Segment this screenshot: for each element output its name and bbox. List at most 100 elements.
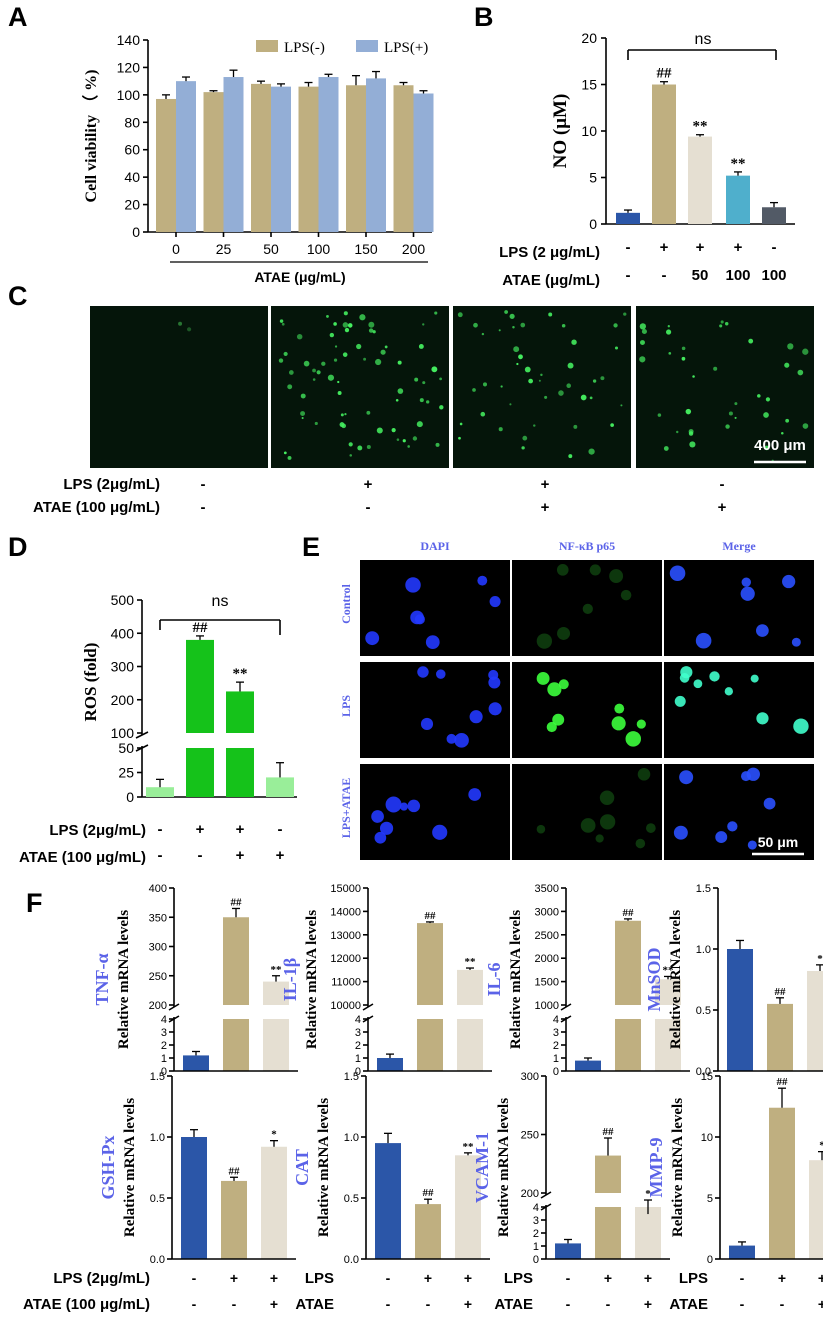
panel-f-lps-sign: +	[464, 1270, 472, 1286]
panel-e-cell	[727, 821, 738, 832]
panel-c-cell	[784, 362, 790, 368]
panel-f-bar-low	[655, 1019, 681, 1071]
panel-c-cell	[281, 322, 285, 326]
panel-c-cell	[689, 441, 696, 448]
panel-f-sig: ##	[423, 1187, 435, 1199]
panel-c-cell	[376, 427, 383, 434]
panel-c-cell	[763, 412, 769, 418]
panel-e-cell	[558, 679, 569, 690]
panel-c-cell	[498, 427, 503, 432]
panel-c-cell	[342, 352, 348, 357]
panel-f-lps-sign: +	[230, 1270, 238, 1286]
panel-c-cell	[296, 333, 303, 340]
panel-c-cell	[459, 422, 463, 426]
panel-e-image	[360, 764, 510, 860]
panel-c-cell	[667, 325, 670, 328]
panel-e-cell	[374, 831, 387, 844]
panel-f-ytick-label: 3500	[535, 883, 559, 895]
panel-f-atae-label: ATAE	[494, 1296, 533, 1313]
panel-f-bar-high	[417, 923, 443, 1005]
panel-f-ytick-label: 0	[161, 1066, 167, 1078]
panel-f-ytick-label: 12000	[330, 953, 361, 965]
panel-b-ytick-label: 20	[581, 30, 597, 46]
panel-f-bar-low	[223, 1019, 249, 1071]
panel-e-image	[664, 560, 814, 656]
panel-f-atae-label: ATAE	[669, 1296, 708, 1313]
panel-f-lps-sign: +	[604, 1270, 612, 1286]
panel-f-lps-sign: +	[818, 1270, 823, 1286]
panel-d-ytick-label: 0	[126, 789, 134, 805]
panel-f-lps-sign: -	[740, 1270, 745, 1286]
panel-d-sig: **	[233, 666, 248, 682]
panel-f-bar-low	[417, 1019, 443, 1071]
panel-c-cell	[334, 345, 338, 348]
panel-f-lps-label: LPS (2μg/mL)	[53, 1270, 150, 1287]
panel-a-bar-lps-pos	[223, 77, 244, 233]
panel-d-bar-low	[226, 748, 254, 797]
panel-c-cell	[419, 398, 424, 403]
panel-f-ytick-label: 1.0	[150, 1132, 165, 1144]
panel-e-cell	[599, 790, 615, 805]
panel-c-cell	[558, 390, 564, 396]
panel-f-bar-high	[655, 979, 681, 1005]
panel-e-cell	[407, 799, 421, 813]
panel-e-cell	[674, 695, 686, 707]
panel-f-ytick-label: 0.0	[344, 1254, 359, 1266]
panel-f-atae-sign: -	[192, 1296, 197, 1312]
panel-f-atae-sign: -	[606, 1296, 611, 1312]
panel-e-cell	[645, 823, 656, 833]
panel-c-cell	[797, 369, 804, 376]
panel-e-cell	[432, 824, 448, 840]
panel-f-sig: ##	[623, 907, 635, 919]
panel-c-cell	[412, 436, 418, 441]
panel-f-bar	[415, 1204, 441, 1259]
panel-c-cell	[685, 408, 692, 415]
panel-b-lps-sign: -	[772, 239, 777, 256]
panel-d-atae-sign: -	[158, 847, 163, 864]
panel-e-cell	[595, 834, 604, 843]
panel-f-atae-sign: +	[270, 1296, 278, 1312]
panel-f-bar	[261, 1146, 287, 1259]
panel-c-cell	[422, 381, 426, 385]
panel-f-bar	[727, 949, 753, 1071]
panel-c-cell	[372, 330, 376, 334]
panel-e-cell	[636, 719, 646, 729]
panel-c-cell	[439, 405, 444, 410]
panel-c-cell	[764, 445, 770, 451]
panel-c-cell	[283, 451, 287, 455]
panel-c-cell	[676, 430, 679, 434]
panel-c-atae-sign: +	[718, 499, 727, 516]
panel-e-cell	[557, 626, 571, 640]
panel-a-ytick-label: 0	[132, 224, 140, 240]
panel-c-image	[90, 306, 268, 468]
panel-c-scale-label: 400 μm	[754, 437, 806, 454]
panel-c-cell	[724, 322, 729, 326]
panel-c-cell	[688, 431, 694, 436]
panel-f-bar-high	[595, 1155, 621, 1193]
panel-c-cell	[342, 322, 349, 328]
panel-f-sig: ##	[775, 986, 787, 998]
panel-f-sig: ##	[425, 910, 437, 922]
panel-f-sig: **	[663, 964, 675, 976]
panel-a-xtick-label: 50	[263, 241, 279, 257]
panel-c-cell	[396, 438, 400, 441]
panel-f-ytick-label: 4	[533, 1202, 539, 1214]
panel-e-cell	[679, 770, 694, 785]
panel-c-cell	[279, 319, 284, 323]
panel-f-atae-sign: +	[464, 1296, 472, 1312]
panel-f-bar	[767, 1003, 793, 1071]
panel-e-cell	[614, 703, 625, 714]
panel-e-cell	[741, 577, 751, 587]
panel-d-bar	[266, 777, 294, 797]
panel-b-atae-value: 100	[725, 267, 750, 284]
panel-f-lps-sign: -	[192, 1270, 197, 1286]
panel-f-ylabel: Relative mRNA levels	[670, 1098, 686, 1237]
panel-c-cell	[457, 312, 463, 318]
panel-a-bar-lps-neg	[298, 86, 319, 232]
panel-c-cell	[327, 374, 335, 381]
panel-f-atae-label: ATAE (100 μg/mL)	[23, 1296, 150, 1313]
panel-a-xtick-label: 100	[307, 241, 331, 257]
panel-c-cell	[568, 454, 573, 459]
panel-e-cell	[756, 624, 769, 637]
panel-c-cell	[482, 382, 488, 387]
